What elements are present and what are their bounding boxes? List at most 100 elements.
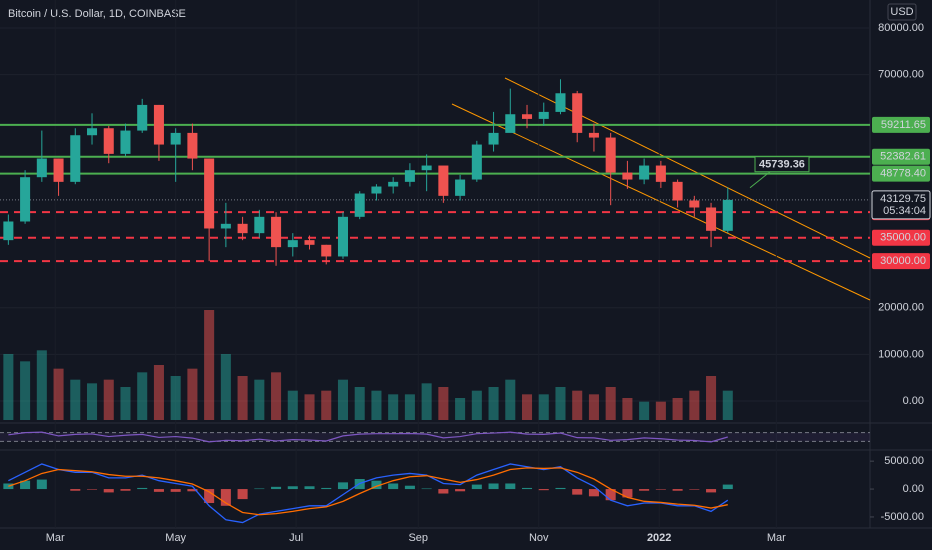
macd-histogram-bar bbox=[404, 485, 415, 490]
macd-histogram-bar bbox=[87, 489, 98, 490]
candle-body bbox=[639, 165, 650, 180]
macd-histogram-bar bbox=[120, 489, 131, 491]
volume-bar bbox=[404, 394, 415, 420]
level-tag bbox=[872, 116, 930, 133]
macd-histogram-bar bbox=[153, 489, 164, 492]
macd-tick-label: 0.00 bbox=[903, 483, 924, 495]
volume-bar bbox=[3, 354, 14, 420]
volume-bar bbox=[605, 387, 616, 420]
volume-bar bbox=[722, 390, 733, 420]
candle-body bbox=[120, 130, 131, 154]
candle-body bbox=[153, 104, 164, 145]
currency: USD bbox=[890, 6, 913, 18]
candle-body bbox=[388, 181, 399, 187]
candle-body bbox=[271, 216, 282, 248]
volume-bar bbox=[471, 390, 482, 420]
y-tick-label: 10000.00 bbox=[878, 348, 924, 360]
volume-bar bbox=[87, 383, 98, 420]
candle-body bbox=[438, 165, 449, 196]
volume-bar bbox=[220, 354, 231, 420]
level-tag-label: 52382.61 bbox=[880, 151, 926, 163]
macd-histogram-bar bbox=[321, 487, 332, 490]
macd-histogram-bar bbox=[538, 489, 549, 491]
level-tag bbox=[872, 148, 930, 165]
macd-histogram-bar bbox=[187, 489, 198, 492]
currency-box bbox=[887, 3, 917, 21]
volume-bar bbox=[672, 398, 683, 420]
candle-body bbox=[87, 128, 98, 136]
level-tag-label: 35000.00 bbox=[880, 232, 926, 244]
macd-histogram-bar bbox=[237, 489, 248, 500]
candle-body bbox=[187, 132, 198, 159]
candle-body bbox=[53, 158, 64, 182]
candle-body bbox=[605, 137, 616, 173]
candle-body bbox=[555, 93, 566, 112]
macd-histogram-bar bbox=[103, 489, 114, 493]
volume-bar bbox=[488, 387, 499, 420]
volume-bar bbox=[237, 376, 248, 420]
candle-body bbox=[538, 111, 549, 119]
macd-histogram-bar bbox=[555, 487, 566, 490]
macd-histogram-bar bbox=[421, 488, 432, 490]
level-tag-label: 48778.40 bbox=[880, 167, 926, 179]
macd-tick-label: -5000.00 bbox=[881, 511, 924, 523]
candle-body bbox=[505, 114, 516, 133]
volume-bar bbox=[655, 401, 666, 420]
candle-body bbox=[622, 172, 633, 180]
macd-line bbox=[8, 463, 729, 524]
macd-histogram-bar bbox=[672, 489, 683, 491]
macd-histogram-bar bbox=[706, 489, 717, 493]
x-tick-label: Jul bbox=[289, 532, 303, 544]
macd-histogram-bar bbox=[689, 489, 700, 490]
candle-body bbox=[3, 221, 14, 241]
x-tick-label: Nov bbox=[529, 532, 549, 544]
countdown: 05:34:04 bbox=[883, 205, 926, 217]
volume-bar bbox=[505, 379, 516, 420]
macd-histogram-bar bbox=[471, 484, 482, 490]
volume-bar bbox=[170, 376, 181, 420]
volume-bar bbox=[137, 372, 148, 420]
candle-body bbox=[371, 186, 382, 194]
volume-bar bbox=[572, 390, 583, 420]
macd-histogram-bar bbox=[137, 487, 148, 490]
candle-body bbox=[204, 158, 215, 229]
y-tick-label: 0.00 bbox=[903, 395, 924, 407]
x-tick-label: 2022 bbox=[647, 532, 671, 544]
volume-bar bbox=[388, 394, 399, 420]
level-tag bbox=[872, 229, 930, 246]
level-tag bbox=[872, 165, 930, 182]
volume-bar bbox=[438, 387, 449, 420]
callout-arrow bbox=[749, 171, 771, 189]
level-tag-label: 30000.00 bbox=[880, 255, 926, 267]
macd-histogram-bar bbox=[304, 486, 315, 490]
last-price-label: 43129.75 bbox=[880, 193, 926, 205]
macd-histogram-bar bbox=[70, 489, 81, 491]
volume-bar bbox=[20, 361, 31, 420]
candle-body bbox=[488, 132, 499, 145]
candle-body bbox=[706, 207, 717, 231]
callout-label: 45739.36 bbox=[759, 159, 805, 171]
macd-histogram-bar bbox=[572, 489, 583, 495]
candle-body bbox=[421, 165, 432, 171]
rsi-line bbox=[8, 431, 728, 443]
last-price-tag bbox=[871, 190, 931, 220]
volume-bar bbox=[538, 394, 549, 420]
volume-bar bbox=[421, 383, 432, 420]
trend-channel-upper bbox=[504, 77, 871, 259]
volume-bar bbox=[689, 390, 700, 420]
macd-histogram-bar bbox=[522, 487, 533, 490]
volume-bar bbox=[304, 394, 315, 420]
volume-bar bbox=[187, 368, 198, 420]
x-tick-label: Sep bbox=[408, 532, 428, 544]
level-tag-label: 59211.65 bbox=[881, 119, 926, 131]
candle-body bbox=[471, 144, 482, 180]
macd-histogram-bar bbox=[287, 486, 298, 490]
macd-histogram-bar bbox=[505, 483, 516, 490]
volume-bar bbox=[588, 394, 599, 420]
candle-body bbox=[287, 240, 298, 248]
macd-histogram-bar bbox=[722, 484, 733, 490]
volume-bar bbox=[204, 310, 215, 420]
candle-body bbox=[36, 158, 47, 178]
volume-bar bbox=[103, 379, 114, 420]
